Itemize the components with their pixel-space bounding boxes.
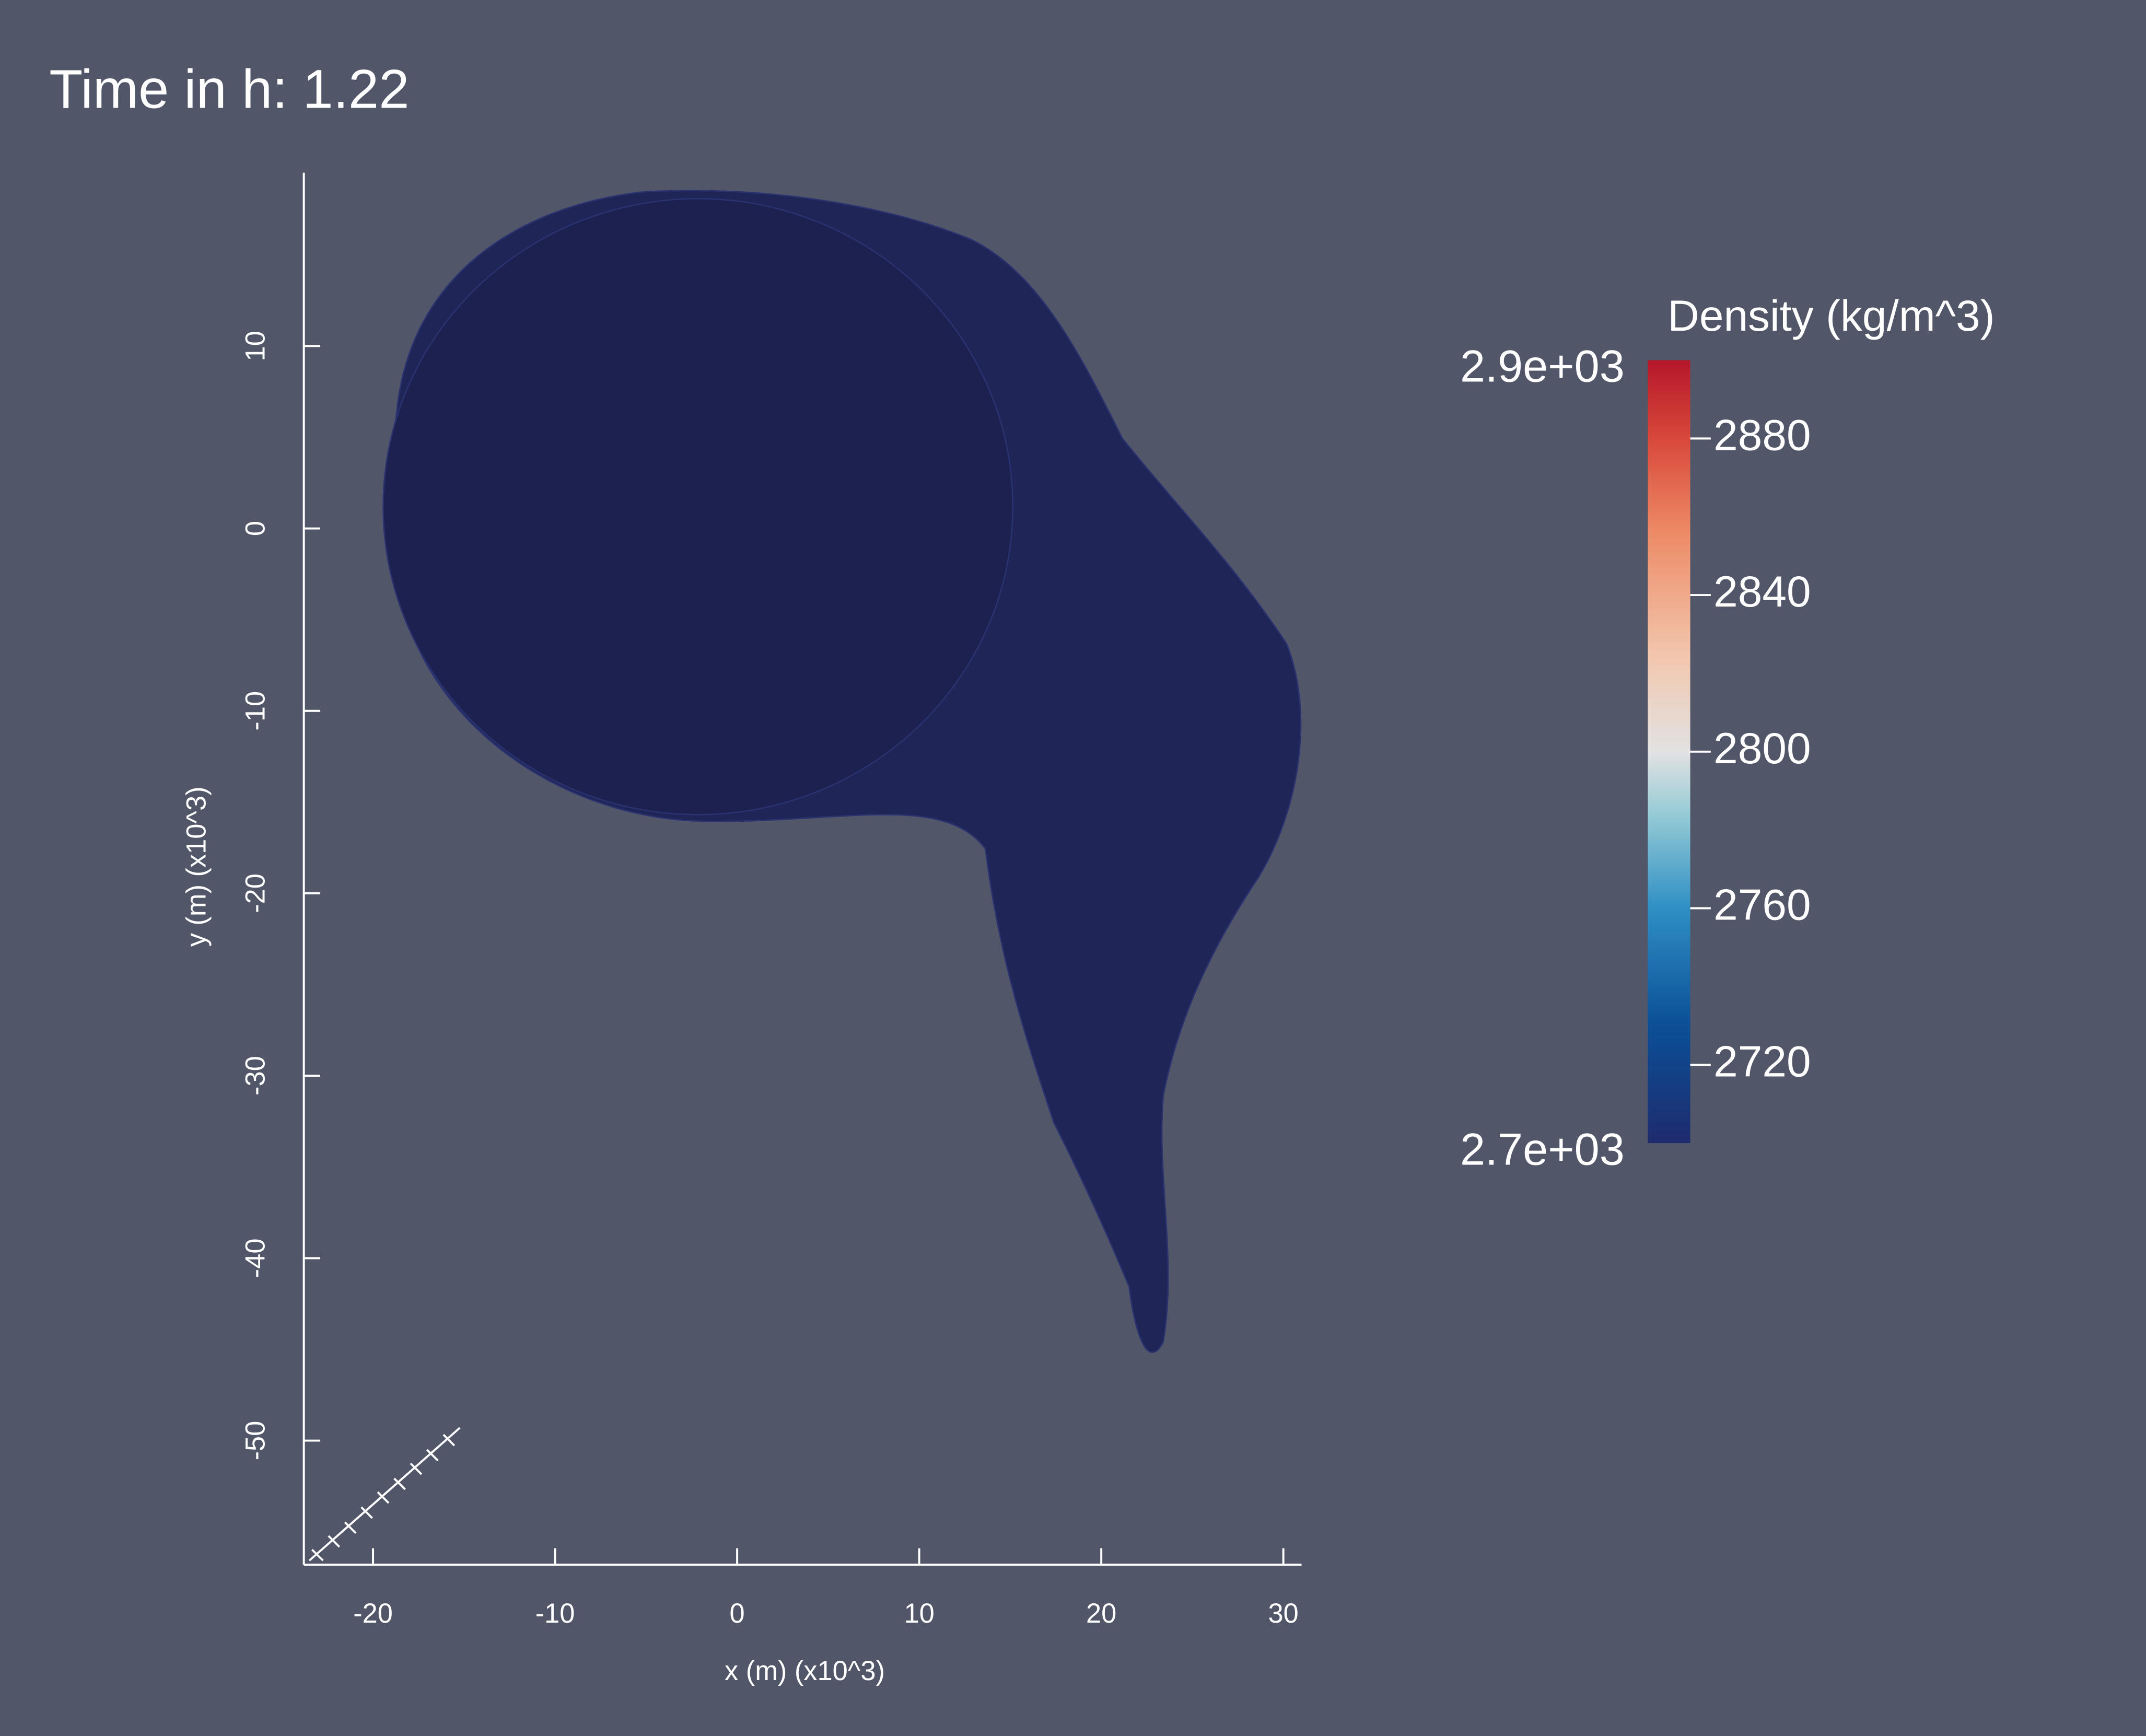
x-tick-label: 30 bbox=[1268, 1599, 1299, 1629]
y-tick-label: -50 bbox=[240, 1421, 271, 1461]
particle-cloud bbox=[382, 190, 1302, 1353]
colorbar-tick-label: 2840 bbox=[1713, 567, 1811, 616]
colorbar-range-label: 2.9e+03 bbox=[1460, 342, 1625, 392]
y-tick-label: -10 bbox=[240, 691, 271, 731]
x-tick-label: 0 bbox=[730, 1599, 745, 1629]
x-tick-label: 10 bbox=[904, 1599, 934, 1629]
orientation-axes bbox=[308, 1427, 461, 1562]
colorbar-tick-label: 2720 bbox=[1713, 1036, 1811, 1086]
x-axis-label: x (m) (x10^3) bbox=[725, 1656, 885, 1686]
y-tick-label: -20 bbox=[240, 873, 271, 913]
colorbar-tick-label: 2800 bbox=[1713, 724, 1811, 773]
x-tick-label: -10 bbox=[535, 1599, 575, 1629]
x-tick-label: 20 bbox=[1086, 1599, 1116, 1629]
colorbar-tick-label: 2760 bbox=[1713, 880, 1811, 929]
colorbar bbox=[1648, 360, 1690, 1144]
x-tick-label: -20 bbox=[353, 1599, 393, 1629]
y-tick-label: -30 bbox=[240, 1056, 271, 1096]
y-tick-label: 0 bbox=[240, 521, 271, 536]
colorbar-range-label: 2.7e+03 bbox=[1460, 1124, 1625, 1174]
y-tick-label: 10 bbox=[240, 331, 271, 361]
y-tick-label: -40 bbox=[240, 1239, 271, 1278]
y-axis-label: y (m) (x10^3) bbox=[182, 786, 212, 947]
title: Time in h: 1.22 bbox=[49, 59, 409, 120]
colorbar-tick-label: 2880 bbox=[1713, 411, 1811, 460]
axes bbox=[302, 172, 1302, 1566]
colorbar-title: Density (kg/m^3) bbox=[1667, 291, 1995, 340]
